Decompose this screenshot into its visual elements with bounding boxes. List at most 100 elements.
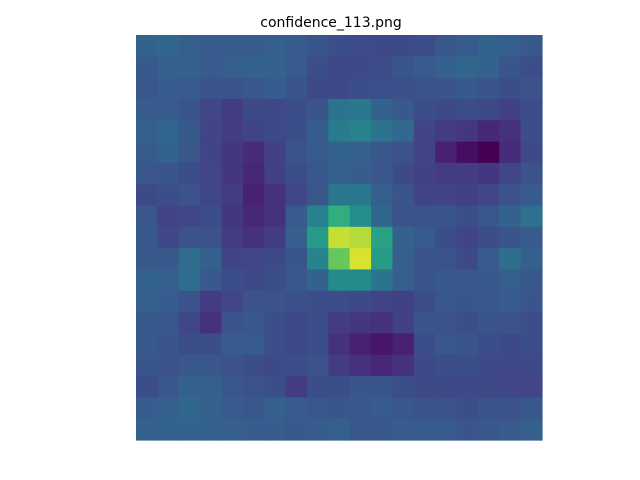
heatmap-cell-r14-c1 xyxy=(157,333,180,356)
heatmap-cell-r7-c9 xyxy=(328,184,351,207)
heatmap-cell-r4-c11 xyxy=(371,120,394,143)
heatmap-cell-r2-c10 xyxy=(349,77,372,100)
heatmap-cell-r0-c11 xyxy=(371,35,394,57)
heatmap-cell-r6-c4 xyxy=(221,162,244,185)
heatmap-cell-r1-c10 xyxy=(349,56,372,79)
heatmap-cell-r14-c18 xyxy=(520,333,543,356)
heatmap-cell-r15-c5 xyxy=(242,354,265,377)
heatmap-cell-r10-c5 xyxy=(242,248,265,271)
heatmap-cell-r12-c15 xyxy=(456,290,479,313)
heatmap-cell-r7-c7 xyxy=(285,184,308,207)
heatmap-cell-r11-c12 xyxy=(392,269,415,292)
heatmap-cell-r5-c8 xyxy=(306,141,329,164)
heatmap-cell-r4-c5 xyxy=(242,120,265,143)
heatmap-cell-r7-c14 xyxy=(435,184,458,207)
heatmap-cell-r1-c3 xyxy=(200,56,223,79)
heatmap-cell-r2-c7 xyxy=(285,77,308,100)
heatmap-cell-r6-c3 xyxy=(200,162,223,185)
heatmap-cell-r14-c7 xyxy=(285,333,308,356)
heatmap-cell-r8-c3 xyxy=(200,205,223,228)
heatmap-cell-r12-c7 xyxy=(285,290,308,313)
heatmap-cell-r17-c15 xyxy=(456,397,479,420)
heatmap-cell-r3-c10 xyxy=(349,98,372,121)
heatmap-cell-r1-c18 xyxy=(520,56,543,79)
heatmap-cell-r3-c15 xyxy=(456,98,479,121)
heatmap-cell-r10-c0 xyxy=(136,248,158,271)
heatmap-cell-r5-c11 xyxy=(371,141,394,164)
heatmap-cell-r0-c3 xyxy=(200,35,223,57)
heatmap-cell-r8-c0 xyxy=(136,205,158,228)
heatmap-cell-r13-c18 xyxy=(520,312,543,335)
heatmap-cell-r16-c7 xyxy=(285,376,308,398)
heatmap-cell-r18-c13 xyxy=(413,418,436,441)
heatmap-cell-r16-c10 xyxy=(349,376,372,398)
heatmap-cell-r3-c5 xyxy=(242,98,265,121)
heatmap-cell-r0-c18 xyxy=(520,35,543,57)
heatmap-cell-r16-c8 xyxy=(306,376,329,398)
heatmap-cell-r14-c13 xyxy=(413,333,436,356)
heatmap-cell-r15-c18 xyxy=(520,354,543,377)
heatmap-cell-r8-c7 xyxy=(285,205,308,228)
heatmap-cell-r9-c15 xyxy=(456,226,479,249)
heatmap-cell-r14-c9 xyxy=(328,333,351,356)
heatmap-cell-r4-c12 xyxy=(392,120,415,143)
heatmap-cell-r7-c4 xyxy=(221,184,244,207)
heatmap-cell-r5-c15 xyxy=(456,141,479,164)
heatmap-cell-r13-c9 xyxy=(328,312,351,335)
heatmap-cell-r13-c8 xyxy=(306,312,329,335)
heatmap-cell-r13-c16 xyxy=(477,312,500,335)
heatmap-cell-r4-c13 xyxy=(413,120,436,143)
heatmap-cell-r15-c8 xyxy=(306,354,329,377)
heatmap-cell-r5-c3 xyxy=(200,141,223,164)
heatmap-cell-r18-c17 xyxy=(499,418,522,441)
heatmap-cell-r18-c12 xyxy=(392,418,415,441)
heatmap-cell-r9-c6 xyxy=(264,226,287,249)
heatmap-cell-r18-c2 xyxy=(178,418,201,441)
heatmap-cell-r3-c17 xyxy=(499,98,522,121)
heatmap-cell-r3-c7 xyxy=(285,98,308,121)
heatmap-cell-r0-c0 xyxy=(136,35,158,57)
heatmap-cell-r9-c14 xyxy=(435,226,458,249)
heatmap-cell-r0-c9 xyxy=(328,35,351,57)
heatmap-cell-r10-c10 xyxy=(349,248,372,271)
heatmap-cell-r1-c2 xyxy=(178,56,201,79)
heatmap-plot-area xyxy=(136,35,543,441)
heatmap-cell-r1-c8 xyxy=(306,56,329,79)
heatmap-cell-r9-c13 xyxy=(413,226,436,249)
heatmap-cell-r3-c2 xyxy=(178,98,201,121)
heatmap-cell-r5-c5 xyxy=(242,141,265,164)
heatmap-cell-r1-c1 xyxy=(157,56,180,79)
heatmap-cell-r8-c11 xyxy=(371,205,394,228)
heatmap-cell-r3-c6 xyxy=(264,98,287,121)
heatmap-cell-r18-c3 xyxy=(200,418,223,441)
heatmap-cell-r9-c12 xyxy=(392,226,415,249)
heatmap-cell-r17-c6 xyxy=(264,397,287,420)
heatmap-cell-r16-c2 xyxy=(178,376,201,398)
heatmap-cell-r8-c17 xyxy=(499,205,522,228)
heatmap-cell-r14-c16 xyxy=(477,333,500,356)
heatmap-cell-r9-c4 xyxy=(221,226,244,249)
chart-title: confidence_113.png xyxy=(260,15,401,31)
heatmap-cell-r16-c9 xyxy=(328,376,351,398)
heatmap-cell-r12-c13 xyxy=(413,290,436,313)
heatmap-cell-r0-c14 xyxy=(435,35,458,57)
heatmap-cell-r5-c1 xyxy=(157,141,180,164)
heatmap-cell-r6-c0 xyxy=(136,162,158,185)
heatmap-cell-r17-c8 xyxy=(306,397,329,420)
heatmap-cell-r3-c18 xyxy=(520,98,543,121)
heatmap-cell-r0-c13 xyxy=(413,35,436,57)
heatmap-cell-r15-c9 xyxy=(328,354,351,377)
heatmap-cell-r8-c4 xyxy=(221,205,244,228)
heatmap-cell-r4-c15 xyxy=(456,120,479,143)
heatmap-cell-r6-c10 xyxy=(349,162,372,185)
heatmap-cell-r11-c6 xyxy=(264,269,287,292)
heatmap-cell-r18-c11 xyxy=(371,418,394,441)
heatmap-cell-r10-c11 xyxy=(371,248,394,271)
heatmap-cell-r4-c7 xyxy=(285,120,308,143)
heatmap-cell-r4-c10 xyxy=(349,120,372,143)
heatmap-cell-r2-c15 xyxy=(456,77,479,100)
heatmap-cell-r14-c8 xyxy=(306,333,329,356)
heatmap-cell-r17-c10 xyxy=(349,397,372,420)
heatmap-cell-r18-c15 xyxy=(456,418,479,441)
heatmap-cell-r5-c10 xyxy=(349,141,372,164)
